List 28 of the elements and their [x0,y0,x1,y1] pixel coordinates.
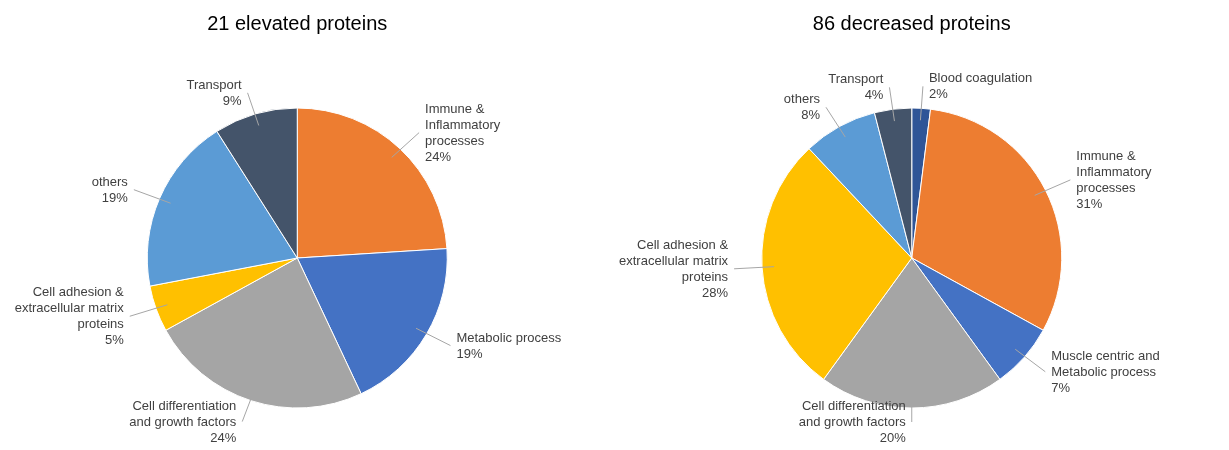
data-label: 2% [928,86,949,102]
slice-label: Cell differentiation and growth factors [129,397,237,429]
data-label: 31% [1076,195,1103,211]
data-label: 28% [702,284,729,300]
slice-label: Immune & Inflammatory processes [425,100,501,148]
data-label: 4% [864,87,884,103]
data-label: 7% [1051,379,1071,395]
data-label: 24% [210,429,237,445]
slice-label: Cell adhesion & extracellular matrix proteins [619,236,729,284]
data-label: 24% [425,148,452,164]
slice-label: Transport [186,76,242,92]
data-label: 19% [456,345,483,361]
data-label: 19% [101,189,129,205]
chart-title: 86 decreased proteins [812,12,1011,34]
slice-label: Cell adhesion & extracellular matrix proteins [14,284,125,332]
slice-label: Muscle centric and Metabolic process [1051,347,1160,379]
slice-label: Metabolic process [456,329,562,345]
data-label: 9% [222,92,243,108]
slice-label: Cell differentiation and growth factors [798,398,907,429]
chart-title: 21 elevated proteins [207,12,388,34]
slice-label: others [783,91,821,107]
data-label: 5% [104,332,125,348]
slice-label: Blood coagulation [928,70,1033,86]
slice-label: others [91,173,129,189]
slice-label: Transport [828,71,884,87]
data-label: 20% [879,430,907,445]
data-label: 8% [801,107,821,123]
slice-label: Immune & Inflammatory processes [1076,147,1152,195]
